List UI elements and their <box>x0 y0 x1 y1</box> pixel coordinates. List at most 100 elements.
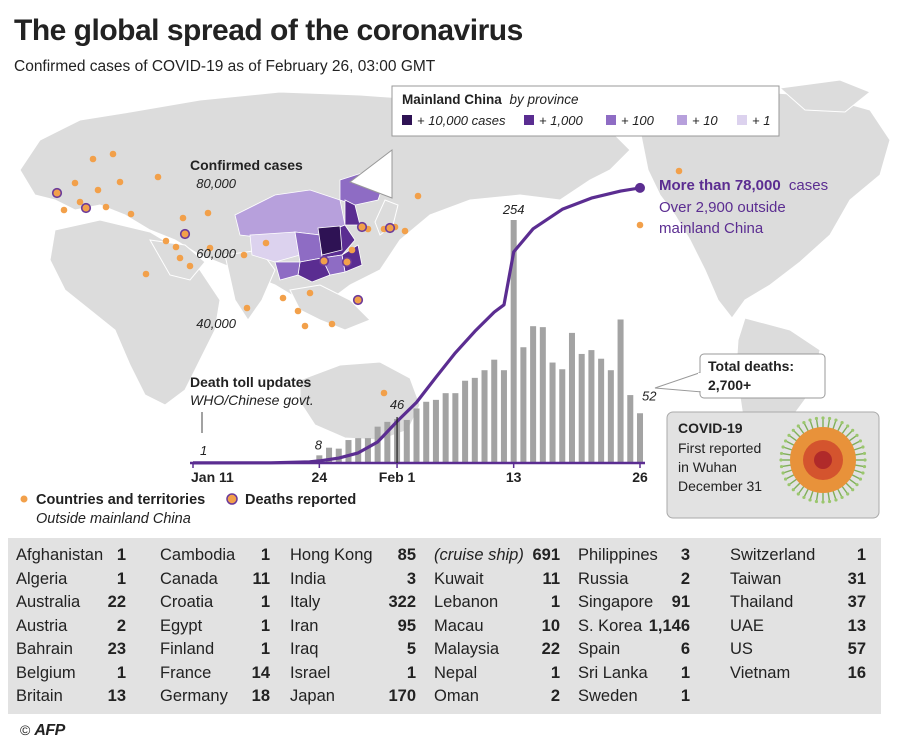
legend-item-label: + 100 <box>621 113 655 128</box>
country-cases: 1 <box>680 663 690 682</box>
death-bar <box>617 319 624 463</box>
country-dot-icon <box>20 495 28 503</box>
virus-spike-tip <box>791 428 795 432</box>
death-toll-source: WHO/Chinese govt. <box>190 392 314 408</box>
table-row: Iraq 5 <box>290 638 416 661</box>
bar-value-label: 254 <box>502 202 525 217</box>
country-name: Afghanistan <box>16 546 104 564</box>
country-cases: 95 <box>397 616 416 635</box>
country-dot <box>262 239 270 247</box>
country-cases: 6 <box>680 640 690 658</box>
country-name: Nepal <box>434 663 478 682</box>
cases-end-callout: More than 78,000 cases <box>659 177 828 194</box>
country-dot <box>154 173 162 181</box>
country-dot <box>348 246 356 254</box>
country-cases: 2 <box>680 569 690 588</box>
table-row: S. Korea 1,146 <box>578 615 690 638</box>
death-bar <box>335 448 342 463</box>
country-cases: 85 <box>397 546 416 564</box>
country-name: Macau <box>434 616 484 635</box>
country-name: Italy <box>290 593 321 611</box>
country-dot <box>240 251 248 259</box>
virus-spike-tip <box>827 416 832 421</box>
death-bar <box>384 421 391 463</box>
table-row: Vietnam 16 <box>730 662 866 685</box>
table-row: Italy 322 <box>290 591 416 614</box>
table-row: Nepal 1 <box>434 662 560 685</box>
virus-spike-tip <box>827 499 832 504</box>
legend-swatch <box>677 115 687 125</box>
bar-value-label: 8 <box>315 437 323 452</box>
virus-spike-tip <box>862 464 867 469</box>
country-dot <box>116 178 124 186</box>
virus-spike-tip <box>834 498 838 502</box>
virus-spike-tip <box>783 439 788 443</box>
province-shape <box>294 231 323 263</box>
y-axis-ticks: 40,000 60,000 80,000 <box>196 176 237 331</box>
virus-spike-tip <box>781 471 785 475</box>
country-cases: 18 <box>251 687 270 705</box>
country-name: Iran <box>290 616 319 635</box>
country-name: Belgium <box>16 663 76 682</box>
virus-spike-tip <box>814 499 819 504</box>
table-row: Russia 2 <box>578 568 690 591</box>
table-row: Thailand 37 <box>730 591 866 614</box>
virus-spike-tip <box>791 488 795 492</box>
table-row: Belgium 1 <box>16 662 126 685</box>
country-name: Algeria <box>16 569 68 588</box>
country-cases: 57 <box>847 640 866 658</box>
virus-spike-tip <box>787 433 791 437</box>
x-tick-label: 24 <box>312 469 328 485</box>
death-bar <box>607 370 614 463</box>
virus-spike-tip <box>846 424 850 428</box>
x-tick-label: 26 <box>632 469 648 485</box>
death-bar <box>442 393 449 463</box>
virus-spike-tip <box>814 416 819 421</box>
country-cases: 1 <box>116 546 126 564</box>
country-dot <box>89 155 97 163</box>
country-name: Oman <box>434 687 479 705</box>
legend-swatch <box>606 115 616 125</box>
table-row: Afghanistan 1 <box>16 544 126 567</box>
country-name: Bahrain <box>16 640 73 658</box>
country-name: (cruise ship) <box>434 546 524 564</box>
death-bar <box>578 353 585 463</box>
country-cases: 22 <box>541 640 560 658</box>
death-bar <box>568 332 575 463</box>
death-dot <box>352 294 364 306</box>
country-name: Croatia <box>160 593 214 611</box>
province-shape <box>249 231 301 263</box>
table-row: Lebanon 1 <box>434 591 560 614</box>
x-axis-ticks: Jan 11 24 Feb 1 13 26 <box>191 463 648 485</box>
country-cases: 1 <box>260 616 270 635</box>
virus-spike-tip <box>796 424 800 428</box>
virus-spike-tip <box>779 451 784 456</box>
cases-end-suffix: cases <box>789 177 828 194</box>
bar-value-label: 52 <box>642 388 657 403</box>
country-dot <box>380 389 388 397</box>
country-cases: 13 <box>847 616 866 635</box>
table-row: Australia 22 <box>16 591 126 614</box>
virus-spike-tip <box>796 492 800 496</box>
country-cases: 1 <box>550 593 560 611</box>
country-dot <box>294 307 302 315</box>
country-dot <box>279 294 287 302</box>
country-name: Japan <box>290 687 335 705</box>
table-row: UAE 13 <box>730 615 866 638</box>
table-row: Hong Kong 85 <box>290 544 416 567</box>
table-row: Spain 6 <box>578 638 690 661</box>
covid-line-2: in Wuhan <box>678 459 737 475</box>
virus-spike-tip <box>861 445 865 449</box>
country-dot <box>301 322 309 330</box>
country-name: India <box>290 569 326 588</box>
virus-spike-tip <box>781 445 785 449</box>
y-tick-label: 40,000 <box>196 316 237 331</box>
country-dot <box>675 167 683 175</box>
table-row: Israel 1 <box>290 662 416 685</box>
page-title: The global spread of the coronavirus <box>14 14 523 47</box>
x-tick-label: Feb 1 <box>379 469 416 485</box>
country-dot <box>179 214 187 222</box>
land-greenland <box>778 79 871 113</box>
legend-deaths-label: Deaths reported <box>245 492 356 508</box>
country-name: France <box>160 663 212 682</box>
